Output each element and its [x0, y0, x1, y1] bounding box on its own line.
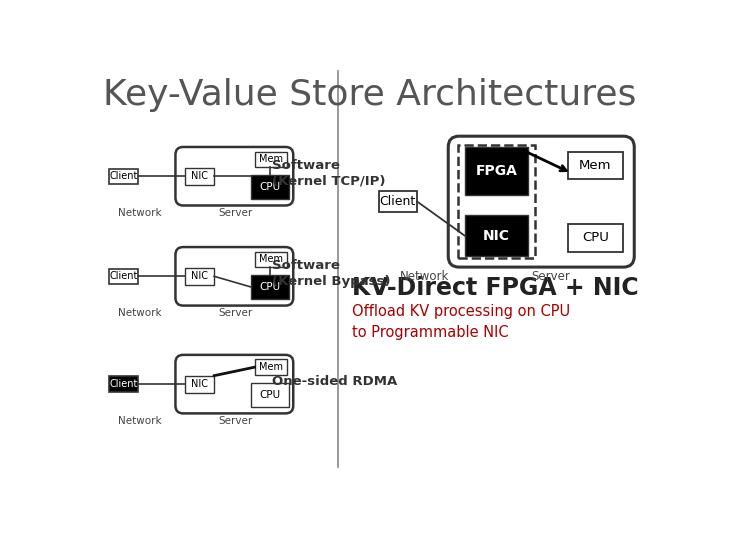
Text: Network: Network [400, 270, 450, 283]
Text: Network: Network [118, 309, 161, 318]
Text: NIC: NIC [483, 229, 510, 242]
Bar [252, 275, 288, 299]
Bar [109, 269, 138, 284]
Bar [252, 382, 288, 407]
Bar [185, 168, 214, 185]
Bar [465, 215, 528, 256]
Text: CPU: CPU [582, 231, 609, 244]
Text: Software
(Kernel TCP/IP): Software (Kernel TCP/IP) [272, 159, 385, 188]
Text: CPU: CPU [259, 182, 280, 192]
Text: Network: Network [118, 416, 161, 426]
Bar [457, 145, 535, 258]
Bar [255, 152, 287, 167]
FancyBboxPatch shape [175, 147, 294, 206]
Text: NIC: NIC [191, 271, 208, 282]
Bar [379, 191, 417, 213]
FancyBboxPatch shape [448, 136, 634, 267]
Text: Network: Network [118, 208, 161, 218]
Bar [567, 152, 623, 179]
Bar [185, 268, 214, 285]
Text: Server: Server [531, 270, 570, 283]
Text: Server: Server [219, 416, 253, 426]
Text: Mem: Mem [259, 362, 283, 372]
Bar [185, 376, 214, 393]
Text: FPGA: FPGA [476, 164, 517, 178]
Text: Client: Client [109, 171, 138, 181]
Bar [255, 252, 287, 267]
Text: KV-Direct FPGA + NIC: KV-Direct FPGA + NIC [352, 277, 639, 300]
Text: Server: Server [219, 309, 253, 318]
Text: Server: Server [219, 208, 253, 218]
Text: Offload KV processing on CPU
to Programmable NIC: Offload KV processing on CPU to Programm… [352, 304, 570, 340]
Text: Mem: Mem [259, 154, 283, 164]
Text: Client: Client [109, 271, 138, 282]
Text: Software
(Kernel Bypass): Software (Kernel Bypass) [272, 259, 390, 288]
Bar [567, 224, 623, 252]
Bar [109, 169, 138, 184]
Bar [109, 376, 138, 392]
FancyBboxPatch shape [175, 247, 294, 306]
Text: Client: Client [379, 195, 416, 208]
Bar [252, 175, 288, 199]
Bar [465, 147, 528, 195]
Text: Client: Client [109, 379, 138, 389]
Text: NIC: NIC [191, 171, 208, 181]
Text: NIC: NIC [191, 379, 208, 389]
Text: Key-Value Store Architectures: Key-Value Store Architectures [103, 78, 637, 112]
Bar [255, 359, 287, 375]
Text: CPU: CPU [259, 390, 280, 400]
Text: Mem: Mem [259, 255, 283, 264]
Text: Mem: Mem [579, 159, 611, 172]
Text: CPU: CPU [259, 282, 280, 292]
FancyBboxPatch shape [175, 355, 294, 413]
Text: One-sided RDMA: One-sided RDMA [272, 375, 397, 387]
